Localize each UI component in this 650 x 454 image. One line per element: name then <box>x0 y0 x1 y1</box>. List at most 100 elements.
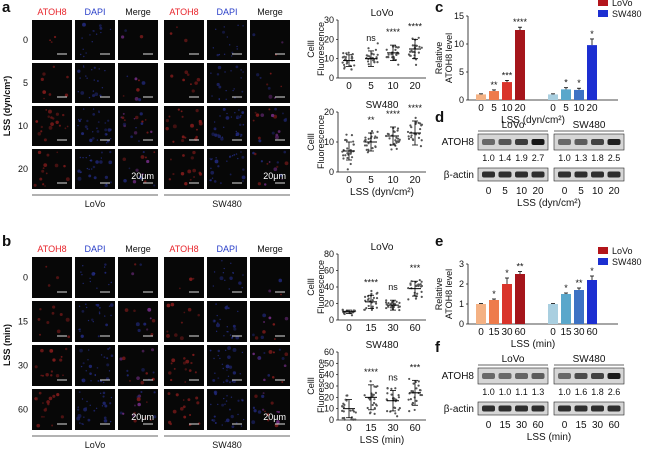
cell-spot <box>255 113 260 117</box>
cell-spot <box>273 338 276 340</box>
y-axis-label: Celll <box>306 40 316 58</box>
cell-spot <box>133 404 136 407</box>
cell-spot <box>43 163 48 168</box>
cell-spot <box>130 135 133 139</box>
dapi-spot <box>222 381 225 383</box>
blot-cell-label: LoVo <box>502 120 525 131</box>
cell-spot <box>263 321 265 323</box>
cell-spot <box>268 349 273 354</box>
cell-spot <box>274 107 277 111</box>
data-point <box>367 63 370 66</box>
cell-spot <box>88 364 93 369</box>
data-point <box>420 46 423 49</box>
cell-spot <box>214 422 217 425</box>
cell-spot <box>64 93 69 97</box>
cell-spot <box>168 371 172 375</box>
cell-spot <box>226 394 228 397</box>
dapi-spot <box>217 322 219 324</box>
data-point <box>397 305 400 309</box>
cell-spot <box>86 127 89 130</box>
cell-spot <box>185 359 190 364</box>
data-point <box>417 384 420 387</box>
data-point <box>341 417 344 420</box>
bar <box>476 304 486 324</box>
cell-spot <box>46 321 50 325</box>
x-tick-label: 20 <box>409 175 421 186</box>
blot-band <box>531 373 545 379</box>
data-point <box>341 409 344 413</box>
cell-spot <box>66 75 69 79</box>
data-point <box>371 395 374 398</box>
scale-bar-label: 20μm <box>131 171 154 181</box>
cell-spot <box>166 330 169 333</box>
cell-spot <box>181 135 185 139</box>
cell-spot <box>135 126 137 129</box>
cell-spot <box>220 137 224 141</box>
band-quant: 1.0 <box>482 387 495 397</box>
cell-spot <box>93 409 96 412</box>
dapi-spot <box>77 118 80 121</box>
data-point <box>376 291 379 294</box>
data-point <box>346 394 349 397</box>
cell-spot <box>100 151 103 154</box>
significance-label: **** <box>386 109 401 119</box>
dapi-spot <box>210 167 212 170</box>
cell-spot <box>241 90 244 93</box>
cell-spot <box>215 323 220 328</box>
cell-spot <box>172 140 175 143</box>
channel-label-merge: Merge <box>125 244 151 254</box>
cell-spot <box>133 419 137 423</box>
lane-label: 5 <box>502 186 508 197</box>
data-point <box>354 411 357 414</box>
data-point <box>367 297 370 300</box>
blot-band <box>515 373 528 379</box>
cell-spot <box>232 348 237 352</box>
data-point <box>397 408 400 411</box>
dapi-spot <box>242 25 244 27</box>
cell-spot <box>77 69 81 73</box>
panel-letter-b: b <box>2 233 11 250</box>
cell-spot <box>96 303 100 307</box>
cell-spot <box>103 416 107 420</box>
data-point <box>341 150 344 153</box>
data-point <box>418 278 421 282</box>
panel-letter-d: d <box>435 109 444 126</box>
cell-spot <box>140 122 144 126</box>
band-quant: 1.4 <box>499 153 512 163</box>
data-point <box>407 298 410 301</box>
micrograph-tile <box>32 106 72 146</box>
dapi-spot <box>88 96 91 99</box>
cell-spot <box>276 165 279 168</box>
dapi-spot <box>82 65 85 67</box>
data-point <box>387 301 390 305</box>
legend-swatch <box>598 0 608 6</box>
cell-spot <box>214 128 217 131</box>
lane-label: 30 <box>592 420 604 431</box>
cell-spot <box>276 420 280 424</box>
legend-label: SW480 <box>612 9 642 19</box>
cell-spot <box>124 308 129 312</box>
blot-strip-atoh8 <box>553 133 625 151</box>
cell-spot <box>174 333 178 337</box>
cell-spot <box>83 407 88 412</box>
bar <box>561 89 571 100</box>
dapi-spot <box>80 53 82 56</box>
cell-spot <box>143 322 147 326</box>
data-point <box>390 387 393 390</box>
cell-spot <box>140 155 145 159</box>
band-quant: 1.0 <box>558 153 571 163</box>
dapi-spot <box>81 37 83 39</box>
blot-band <box>558 139 571 145</box>
dapi-spot <box>218 98 221 101</box>
dapi-spot <box>233 88 235 90</box>
cell-spot <box>45 372 49 377</box>
data-point <box>394 45 397 48</box>
x-axis-label: LSS (dyn/cm²) <box>350 187 414 198</box>
bar <box>515 30 525 100</box>
cell-spot <box>169 32 173 35</box>
cell-spot <box>124 29 127 32</box>
cell-spot <box>135 168 139 172</box>
data-point <box>387 55 390 59</box>
data-point <box>376 130 379 133</box>
data-point <box>370 289 373 293</box>
